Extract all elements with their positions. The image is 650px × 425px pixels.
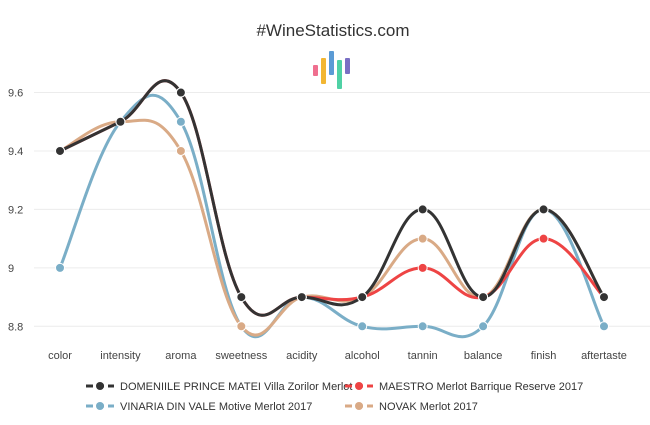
legend-marker bbox=[96, 402, 104, 410]
x-tick-label: tannin bbox=[408, 350, 438, 362]
grid bbox=[34, 92, 650, 327]
data-point[interactable] bbox=[417, 233, 428, 244]
legend-item[interactable]: VINARIA DIN VALE Motive Merlot 2017 bbox=[86, 401, 312, 413]
x-tick-label: sweetness bbox=[215, 350, 267, 362]
y-tick-label: 9.2 bbox=[8, 204, 23, 216]
x-tick-label: aftertaste bbox=[581, 350, 627, 362]
data-point[interactable] bbox=[115, 116, 126, 127]
data-point[interactable] bbox=[55, 262, 65, 273]
logo-icon bbox=[313, 51, 350, 89]
data-point[interactable] bbox=[478, 321, 489, 332]
legend-label: DOMENIILE PRINCE MATEI Villa Zorilor Mer… bbox=[120, 381, 352, 393]
data-point[interactable] bbox=[357, 321, 368, 332]
data-point[interactable] bbox=[175, 116, 186, 127]
data-point[interactable] bbox=[236, 292, 247, 303]
x-axis: color intensity aroma sweetness acidity alcoh… bbox=[48, 350, 627, 362]
data-point[interactable] bbox=[599, 292, 609, 303]
data-point[interactable] bbox=[357, 292, 368, 303]
y-tick-label: 8.8 bbox=[8, 321, 23, 333]
legend-marker bbox=[96, 382, 104, 390]
data-point[interactable] bbox=[175, 87, 186, 98]
data-point[interactable] bbox=[538, 233, 549, 244]
y-tick-label: 9.6 bbox=[8, 88, 23, 100]
data-point[interactable] bbox=[175, 145, 186, 156]
x-tick-label: aroma bbox=[165, 350, 197, 362]
legend-marker bbox=[355, 382, 363, 390]
series-lines bbox=[58, 79, 606, 339]
legend[interactable]: DOMENIILE PRINCE MATEI Villa Zorilor Mer… bbox=[86, 381, 583, 413]
x-tick-label: alcohol bbox=[345, 350, 380, 362]
data-point[interactable] bbox=[599, 321, 609, 332]
legend-item[interactable]: NOVAK Merlot 2017 bbox=[345, 401, 478, 413]
series-points bbox=[55, 87, 609, 332]
legend-label: NOVAK Merlot 2017 bbox=[379, 401, 478, 413]
legend-marker bbox=[355, 402, 363, 410]
y-tick-label: 9 bbox=[8, 263, 14, 275]
legend-label: MAESTRO Merlot Barrique Reserve 2017 bbox=[379, 381, 583, 393]
chart-title: #WineStatistics.com bbox=[256, 21, 409, 40]
data-point[interactable] bbox=[236, 321, 247, 332]
data-point[interactable] bbox=[417, 321, 428, 332]
logo-bar bbox=[337, 60, 342, 89]
legend-label: VINARIA DIN VALE Motive Merlot 2017 bbox=[120, 401, 312, 413]
logo-bar bbox=[313, 65, 318, 76]
series-line bbox=[58, 79, 606, 317]
logo-bar bbox=[321, 58, 326, 84]
x-tick-label: balance bbox=[464, 350, 503, 362]
logo-bar bbox=[329, 51, 334, 75]
y-tick-label: 9.4 bbox=[8, 146, 23, 158]
data-point[interactable] bbox=[417, 262, 428, 273]
legend-item[interactable]: MAESTRO Merlot Barrique Reserve 2017 bbox=[345, 381, 583, 393]
x-tick-label: finish bbox=[531, 350, 557, 362]
data-point[interactable] bbox=[478, 292, 489, 303]
x-tick-label: intensity bbox=[100, 350, 141, 362]
data-point[interactable] bbox=[55, 145, 65, 156]
x-tick-label: acidity bbox=[286, 350, 318, 362]
series-line bbox=[58, 79, 606, 317]
y-axis: 8.8 9 9.2 9.4 9.6 bbox=[8, 88, 23, 334]
x-tick-label: color bbox=[48, 350, 72, 362]
logo-bar bbox=[345, 58, 350, 74]
legend-item[interactable]: DOMENIILE PRINCE MATEI Villa Zorilor Mer… bbox=[86, 381, 352, 393]
data-point[interactable] bbox=[417, 204, 428, 215]
data-point[interactable] bbox=[296, 292, 307, 303]
data-point[interactable] bbox=[538, 204, 549, 215]
